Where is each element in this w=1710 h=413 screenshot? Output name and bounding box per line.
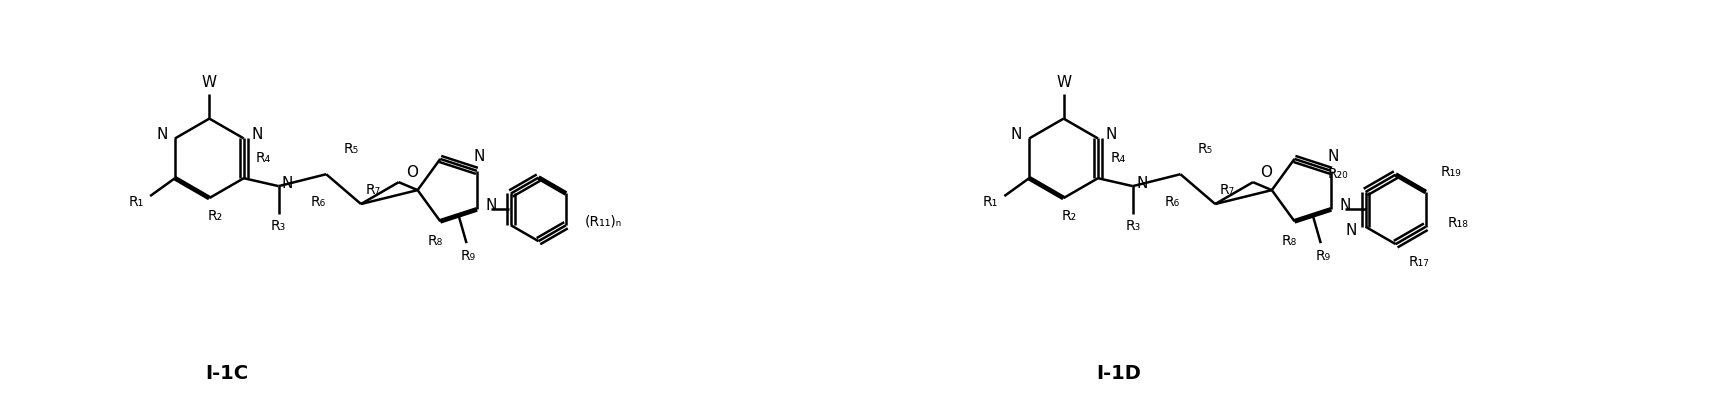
Text: R₆: R₆ (311, 195, 327, 209)
Text: N: N (156, 127, 168, 142)
Text: I-1C: I-1C (205, 364, 250, 383)
Text: R₉: R₉ (1315, 249, 1330, 263)
Text: N: N (1105, 127, 1117, 142)
Text: R₁: R₁ (128, 195, 144, 209)
Text: R₂₀: R₂₀ (1327, 167, 1347, 181)
Text: R₈: R₈ (1282, 234, 1298, 248)
Text: R₈: R₈ (428, 234, 443, 248)
Text: R₂: R₂ (1062, 209, 1077, 223)
Text: N: N (486, 198, 496, 213)
Text: R₃: R₃ (270, 219, 286, 233)
Text: R₆: R₆ (1165, 195, 1180, 209)
Text: N: N (1327, 150, 1339, 164)
Text: N: N (251, 127, 262, 142)
Text: R₄: R₄ (256, 151, 272, 165)
Text: W: W (1057, 75, 1070, 90)
Text: R₇: R₇ (1219, 183, 1235, 197)
Text: N: N (1346, 223, 1358, 238)
Text: (R₁₁)ₙ: (R₁₁)ₙ (585, 214, 622, 228)
Text: R₁₉: R₁₉ (1440, 165, 1460, 179)
Text: R₇: R₇ (366, 183, 381, 197)
Text: R₄: R₄ (1110, 151, 1125, 165)
Text: W: W (202, 75, 217, 90)
Text: O: O (1260, 165, 1272, 180)
Text: O: O (405, 165, 417, 180)
Text: N: N (1135, 176, 1147, 191)
Text: I-1D: I-1D (1096, 364, 1141, 383)
Text: N: N (1011, 127, 1023, 142)
Text: R₂: R₂ (209, 209, 222, 223)
Text: R₁: R₁ (983, 195, 999, 209)
Text: N: N (1339, 198, 1351, 213)
Text: R₅: R₅ (344, 142, 359, 157)
Text: N: N (282, 176, 292, 191)
Text: R₃: R₃ (1125, 219, 1141, 233)
Text: N: N (474, 150, 484, 164)
Text: R₅: R₅ (1197, 142, 1212, 157)
Text: R₁₈: R₁₈ (1447, 216, 1467, 230)
Text: R₉: R₉ (462, 249, 475, 263)
Text: R₁₇: R₁₇ (1409, 255, 1430, 269)
